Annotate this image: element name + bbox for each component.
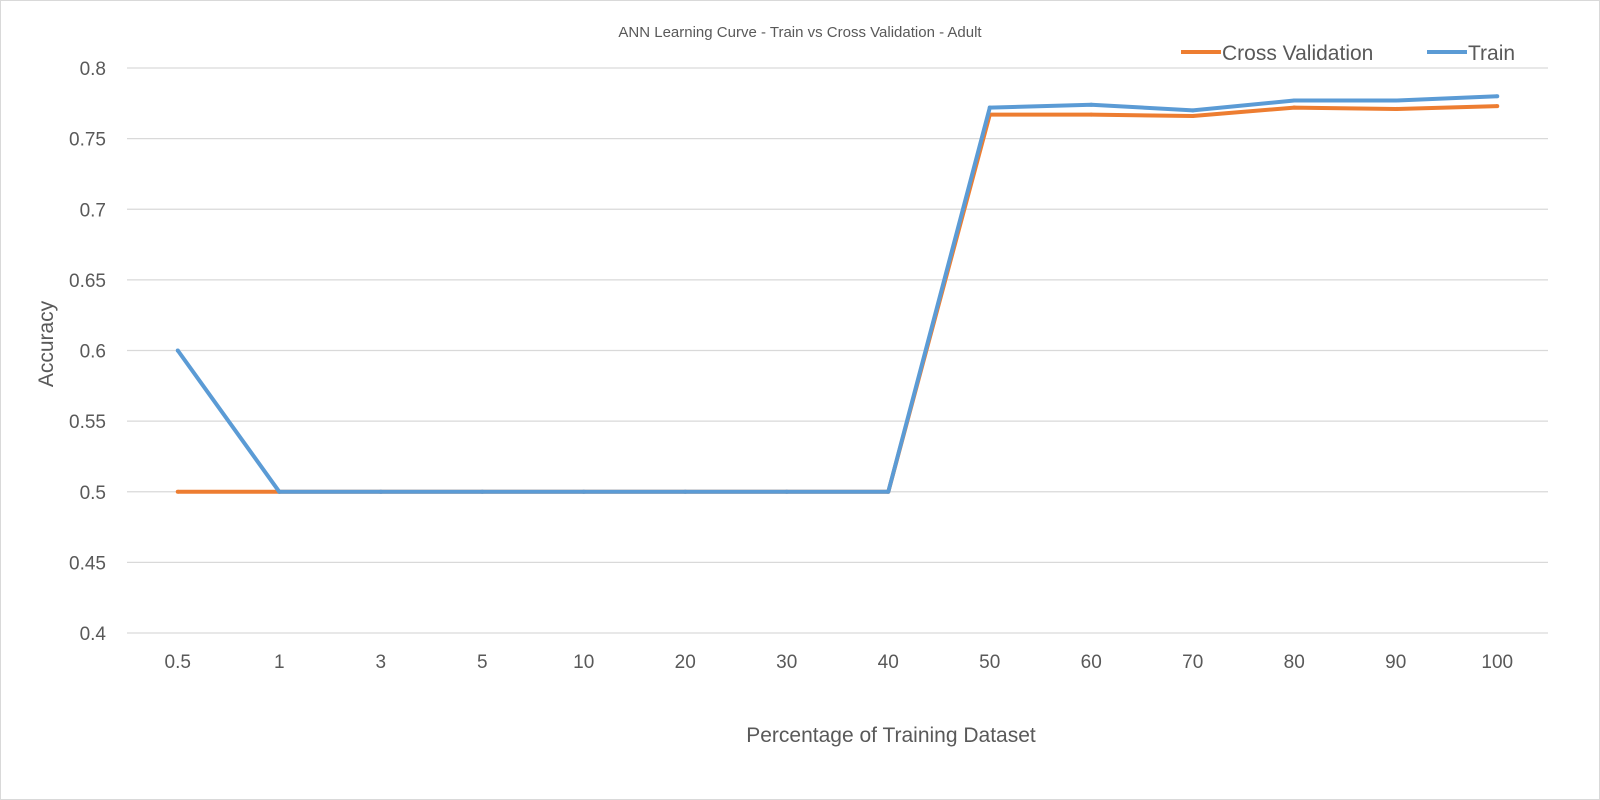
data-point (1292, 105, 1297, 110)
data-point (581, 489, 586, 494)
x-tick-label: 70 (1182, 652, 1203, 673)
legend-label-cross-validation: Cross Validation (1222, 42, 1373, 65)
data-point (1292, 98, 1297, 103)
legend-item-cross-validation: Cross Validation (1181, 42, 1373, 65)
y-axis-tick-labels: 0.4 0.45 0.5 0.55 0.6 0.65 0.7 0.75 0.8 (69, 59, 106, 645)
x-tick-label: 3 (375, 652, 386, 673)
x-tick-label: 40 (878, 652, 899, 673)
x-tick-label: 20 (675, 652, 696, 673)
data-point (175, 489, 180, 494)
data-point (1190, 108, 1195, 113)
series-line (176, 94, 1498, 494)
y-tick-label: 0.5 (80, 483, 106, 504)
chart-title: ANN Learning Curve - Train vs Cross Vali… (618, 24, 982, 41)
x-tick-label: 80 (1284, 652, 1305, 673)
y-axis-title: Accuracy (35, 300, 58, 387)
y-tick-label: 0.65 (69, 271, 106, 292)
data-point (1089, 112, 1094, 117)
data-point (175, 348, 180, 353)
y-tick-label: 0.8 (80, 59, 106, 80)
y-tick-label: 0.7 (80, 200, 106, 221)
data-point (1393, 98, 1398, 103)
data-point (1495, 104, 1500, 109)
series-cross-validation (175, 104, 1500, 494)
x-tick-label: 5 (477, 652, 488, 673)
data-point (784, 489, 789, 494)
data-point (1190, 114, 1195, 119)
y-tick-label: 0.75 (69, 130, 106, 151)
x-tick-label: 0.5 (165, 652, 191, 673)
x-tick-label: 100 (1481, 652, 1513, 673)
y-tick-label: 0.4 (80, 624, 107, 645)
y-tick-label: 0.6 (80, 342, 106, 363)
data-point (1495, 94, 1500, 99)
legend-label-train: Train (1468, 42, 1515, 65)
data-point (683, 489, 688, 494)
data-point (886, 489, 891, 494)
x-tick-label: 1 (274, 652, 285, 673)
series-line (177, 104, 1498, 494)
x-axis-tick-labels: 0.5 1 3 5 10 20 30 40 50 60 70 80 90 100 (165, 652, 1514, 673)
data-point (378, 489, 383, 494)
y-tick-label: 0.55 (69, 412, 106, 433)
grid-lines (127, 67, 1548, 634)
legend: Cross Validation Train (1181, 42, 1515, 65)
x-tick-label: 60 (1081, 652, 1102, 673)
y-tick-label: 0.45 (69, 553, 106, 574)
data-series (175, 94, 1500, 494)
legend-item-train: Train (1427, 42, 1515, 65)
x-tick-label: 50 (979, 652, 1000, 673)
data-point (987, 105, 992, 110)
data-point (1393, 106, 1398, 111)
x-tick-label: 30 (776, 652, 797, 673)
x-axis-title: Percentage of Training Dataset (746, 724, 1036, 747)
data-point (480, 489, 485, 494)
x-tick-label: 10 (573, 652, 594, 673)
data-point (277, 489, 282, 494)
data-point (1089, 102, 1094, 107)
series-train (175, 94, 1500, 494)
x-tick-label: 90 (1385, 652, 1406, 673)
